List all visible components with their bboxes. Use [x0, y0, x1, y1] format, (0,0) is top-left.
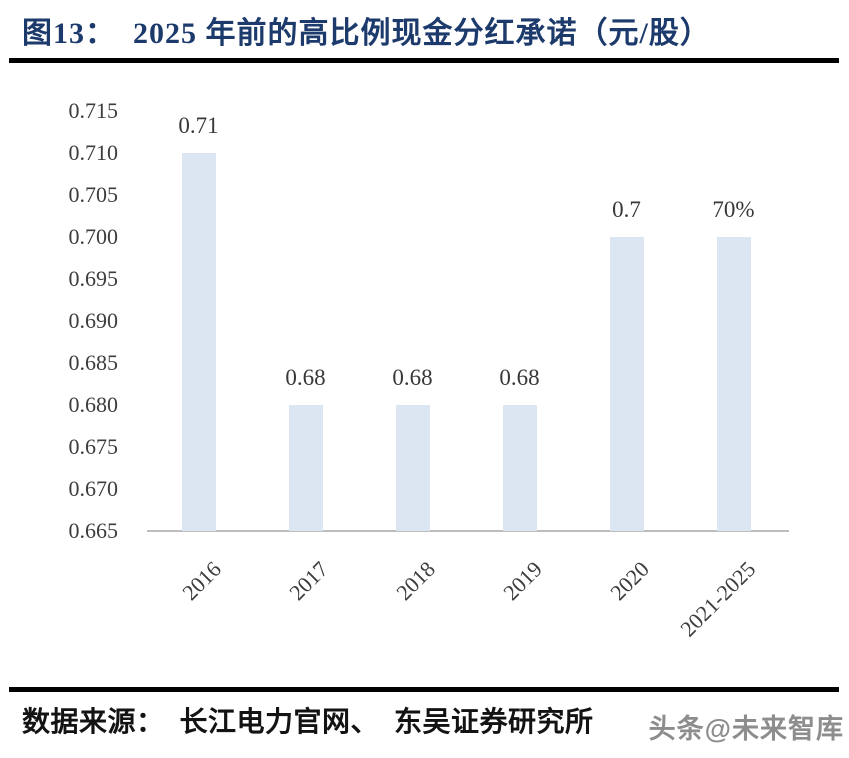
bar-value-label: 0.71 — [178, 113, 219, 138]
plot-area: 0.71 2016 0.68 2017 0.68 2018 0.68 2019 0.7 2020 7… — [145, 111, 789, 641]
bar-2019 — [502, 405, 537, 531]
y-tick-label: 0.710 — [68, 140, 119, 165]
bar-chart: 0.715 0.710 0.705 0.700 0.695 0.690 0.685 0.680… — [0, 75, 849, 665]
y-tick-label: 0.680 — [68, 392, 119, 417]
x-tick-label: 2018 — [390, 556, 440, 606]
x-tick-label: 2019 — [497, 556, 547, 606]
x-tick-label: 2020 — [604, 556, 654, 606]
bar-value-label: 70% — [712, 197, 755, 222]
y-tick-label: 0.685 — [68, 350, 119, 375]
bar-value-label: 0.68 — [392, 365, 433, 390]
bar-value-label: 0.68 — [285, 365, 326, 390]
y-tick-label: 0.700 — [68, 224, 119, 249]
bar-2020 — [609, 237, 644, 531]
y-axis-ticks: 0.715 0.710 0.705 0.700 0.695 0.690 0.685 0.680… — [0, 75, 120, 665]
bottom-divider — [9, 687, 839, 692]
y-tick-label: 0.665 — [68, 518, 119, 543]
figure-title: 图13： 2025 年前的高比例现金分红承诺（元/股） — [22, 17, 711, 50]
y-tick-label: 0.705 — [68, 182, 119, 207]
top-divider — [9, 58, 839, 63]
bar-value-label: 0.68 — [499, 365, 540, 390]
x-tick-label: 2021-2025 — [675, 556, 761, 642]
y-tick-label: 0.675 — [68, 434, 119, 459]
bar-2017 — [288, 405, 323, 531]
data-source-note: 数据来源： 长江电力官网、 东吴证券研究所 — [22, 707, 594, 738]
x-tick-label: 2017 — [283, 556, 333, 606]
x-tick-label: 2016 — [176, 556, 226, 606]
y-tick-label: 0.715 — [68, 98, 119, 123]
bar-value-label: 0.7 — [612, 197, 641, 222]
y-tick-label: 0.690 — [68, 308, 119, 333]
bar-2021-2025 — [716, 237, 751, 531]
y-tick-label: 0.695 — [68, 266, 119, 291]
watermark: 头条@未来智库 — [648, 714, 844, 744]
y-tick-label: 0.670 — [68, 476, 119, 501]
x-axis-line — [147, 530, 789, 532]
bar-2016 — [181, 153, 216, 531]
bar-2018 — [395, 405, 430, 531]
